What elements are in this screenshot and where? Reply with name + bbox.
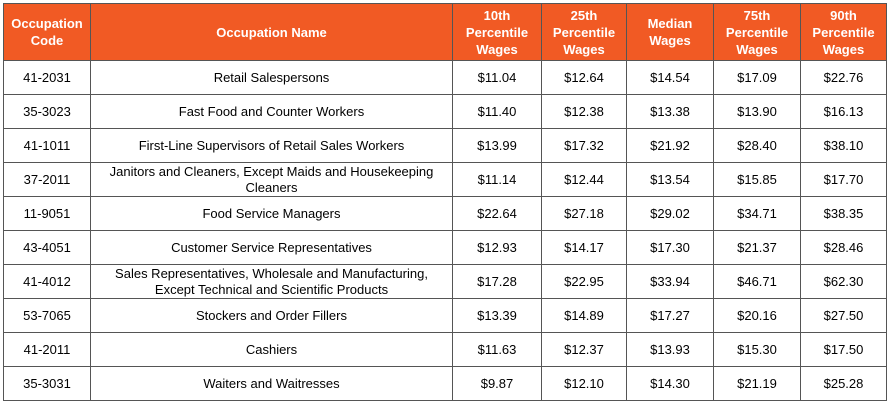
column-header: Occupation Code — [3, 3, 91, 61]
wage-cell: $14.17 — [541, 230, 627, 265]
table-row: 53-7065 Stockers and Order Fillers $13.39 $… — [3, 298, 887, 333]
wage-cell: $16.13 — [800, 94, 887, 129]
table-row: 11-9051 Food Service Managers $22.64 $27.18… — [3, 196, 887, 231]
wage-cell: $13.90 — [713, 94, 801, 129]
occupation-name: Cashiers — [90, 332, 453, 367]
wage-cell: $12.93 — [452, 230, 542, 265]
column-header: 10th Percentile Wages — [452, 3, 542, 61]
wage-cell: $46.71 — [713, 264, 801, 299]
wage-cell: $22.76 — [800, 60, 887, 95]
wage-cell: $28.46 — [800, 230, 887, 265]
wage-cell: $13.93 — [626, 332, 714, 367]
wage-cell: $33.94 — [626, 264, 714, 299]
wage-cell: $62.30 — [800, 264, 887, 299]
wage-cell: $22.95 — [541, 264, 627, 299]
column-header: 90th Percentile Wages — [800, 3, 887, 61]
wage-cell: $38.35 — [800, 196, 887, 231]
wage-cell: $13.38 — [626, 94, 714, 129]
column-header: Occupation Name — [90, 3, 453, 61]
occupation-code: 37-2011 — [3, 162, 91, 197]
occupation-code: 35-3031 — [3, 366, 91, 401]
wage-cell: $17.32 — [541, 128, 627, 163]
wage-cell: $20.16 — [713, 298, 801, 333]
wage-cell: $13.99 — [452, 128, 542, 163]
wage-cell: $13.54 — [626, 162, 714, 197]
wage-cell: $11.63 — [452, 332, 542, 367]
table-row: 35-3031 Waiters and Waitresses $9.87 $12.10… — [3, 366, 887, 401]
table-row: 41-4012 Sales Representatives, Wholesale … — [3, 264, 887, 299]
wage-cell: $11.14 — [452, 162, 542, 197]
wage-cell: $14.89 — [541, 298, 627, 333]
wage-cell: $17.30 — [626, 230, 714, 265]
table-row: 37-2011 Janitors and Cleaners, Except Mai… — [3, 162, 887, 197]
occupation-name: Customer Service Representatives — [90, 230, 453, 265]
wage-cell: $15.85 — [713, 162, 801, 197]
wage-cell: $17.27 — [626, 298, 714, 333]
occupation-code: 35-3023 — [3, 94, 91, 129]
occupation-code: 41-2031 — [3, 60, 91, 95]
wage-cell: $11.40 — [452, 94, 542, 129]
wage-cell: $27.50 — [800, 298, 887, 333]
wage-cell: $22.64 — [452, 196, 542, 231]
header-row: Occupation Code Occupation Name 10th Perce… — [3, 3, 887, 61]
wage-cell: $11.04 — [452, 60, 542, 95]
wage-cell: $28.40 — [713, 128, 801, 163]
wage-cell: $17.50 — [800, 332, 887, 367]
table-row: 43-4051 Customer Service Representatives $… — [3, 230, 887, 265]
occupation-code: 53-7065 — [3, 298, 91, 333]
occupation-code: 41-4012 — [3, 264, 91, 299]
wage-cell: $17.70 — [800, 162, 887, 197]
column-header: Median Wages — [626, 3, 714, 61]
column-header: 75th Percentile Wages — [713, 3, 801, 61]
wage-cell: $17.28 — [452, 264, 542, 299]
wage-cell: $13.39 — [452, 298, 542, 333]
wage-cell: $21.37 — [713, 230, 801, 265]
wage-cell: $12.37 — [541, 332, 627, 367]
occupation-name: Waiters and Waitresses — [90, 366, 453, 401]
wage-cell: $34.71 — [713, 196, 801, 231]
wage-cell: $25.28 — [800, 366, 887, 401]
table-row: 35-3023 Fast Food and Counter Workers $11.… — [3, 94, 887, 129]
column-header: 25th Percentile Wages — [541, 3, 627, 61]
occupation-name: Sales Representatives, Wholesale and Man… — [90, 264, 453, 299]
occupation-code: 41-2011 — [3, 332, 91, 367]
wage-cell: $17.09 — [713, 60, 801, 95]
table-row: 41-2031 Retail Salespersons $11.04 $12.64 $1… — [3, 60, 887, 95]
wage-cell: $14.54 — [626, 60, 714, 95]
wage-cell: $9.87 — [452, 366, 542, 401]
occupation-code: 11-9051 — [3, 196, 91, 231]
wage-cell: $14.30 — [626, 366, 714, 401]
wage-cell: $21.92 — [626, 128, 714, 163]
occupation-name: Retail Salespersons — [90, 60, 453, 95]
occupation-name: Fast Food and Counter Workers — [90, 94, 453, 129]
wage-cell: $12.44 — [541, 162, 627, 197]
table-row: 41-1011 First-Line Supervisors of Retail … — [3, 128, 887, 163]
wage-cell: $12.38 — [541, 94, 627, 129]
wage-cell: $12.64 — [541, 60, 627, 95]
occupation-name: First-Line Supervisors of Retail Sales W… — [90, 128, 453, 163]
occupation-name: Janitors and Cleaners, Except Maids and … — [90, 162, 453, 197]
wage-cell: $38.10 — [800, 128, 887, 163]
occupation-code: 41-1011 — [3, 128, 91, 163]
wage-cell: $12.10 — [541, 366, 627, 401]
wage-cell: $27.18 — [541, 196, 627, 231]
wage-table: Occupation Code Occupation Name 10th Perce… — [3, 3, 887, 401]
table-body: 41-2031 Retail Salespersons $11.04 $12.64 $1… — [3, 60, 887, 401]
wage-cell: $21.19 — [713, 366, 801, 401]
wage-cell: $29.02 — [626, 196, 714, 231]
occupation-name: Food Service Managers — [90, 196, 453, 231]
wage-cell: $15.30 — [713, 332, 801, 367]
occupation-code: 43-4051 — [3, 230, 91, 265]
page: {"table": { "headers": ["Occupation Code… — [0, 3, 889, 412]
occupation-name: Stockers and Order Fillers — [90, 298, 453, 333]
table-row: 41-2011 Cashiers $11.63 $12.37 $13.93 $15.30 $… — [3, 332, 887, 367]
